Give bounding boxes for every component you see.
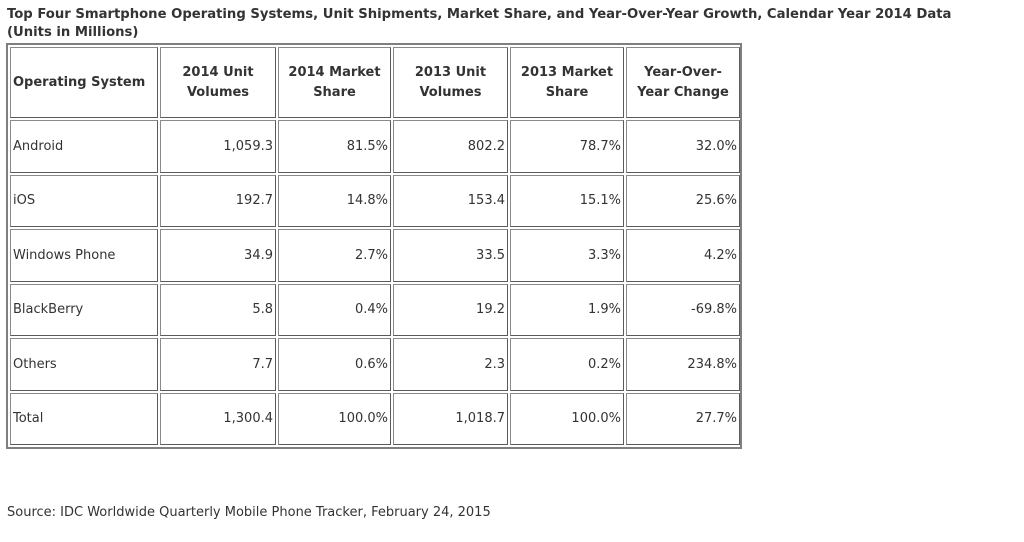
table-cell-os: Windows Phone	[10, 229, 158, 282]
table-row: Windows Phone 34.9 2.7% 33.5 3.3% 4.2%	[10, 229, 740, 282]
table-cell: 5.8	[160, 283, 276, 336]
column-header-2013-unit-volumes: 2013 Unit Volumes	[393, 47, 508, 118]
table-cell: 0.6%	[278, 338, 391, 391]
table-header-row: Operating System 2014 Unit Volumes 2014 …	[10, 47, 740, 118]
table-cell-os: Others	[10, 338, 158, 391]
table-cell: -69.8%	[626, 283, 740, 336]
source-note: Source: IDC Worldwide Quarterly Mobile P…	[7, 505, 491, 520]
table-cell-os: Total	[10, 392, 158, 445]
table-cell: 0.2%	[510, 338, 624, 391]
column-header-2014-market-share: 2014 Market Share	[278, 47, 391, 118]
table-cell: 33.5	[393, 229, 508, 282]
page-title: Top Four Smartphone Operating Systems, U…	[7, 7, 952, 40]
table-cell: 4.2%	[626, 229, 740, 282]
table-cell: 234.8%	[626, 338, 740, 391]
table-cell: 15.1%	[510, 174, 624, 227]
table-row: BlackBerry 5.8 0.4% 19.2 1.9% -69.8%	[10, 283, 740, 336]
table-cell: 34.9	[160, 229, 276, 282]
table-cell: 2.7%	[278, 229, 391, 282]
table-cell: 1.9%	[510, 283, 624, 336]
table-cell: 1,059.3	[160, 120, 276, 173]
table-cell: 2.3	[393, 338, 508, 391]
table-cell: 1,018.7	[393, 392, 508, 445]
table-cell: 25.6%	[626, 174, 740, 227]
table-row: Others 7.7 0.6% 2.3 0.2% 234.8%	[10, 338, 740, 391]
table-cell: 78.7%	[510, 120, 624, 173]
table-cell: 7.7	[160, 338, 276, 391]
table-cell: 81.5%	[278, 120, 391, 173]
table-row-total: Total 1,300.4 100.0% 1,018.7 100.0% 27.7…	[10, 392, 740, 445]
table-row: iOS 192.7 14.8% 153.4 15.1% 25.6%	[10, 174, 740, 227]
table-cell: 14.8%	[278, 174, 391, 227]
column-header-2013-market-share: 2013 Market Share	[510, 47, 624, 118]
column-header-year-over-year-change: Year-Over-Year Change	[626, 47, 740, 118]
table-cell: 1,300.4	[160, 392, 276, 445]
table-cell-os: iOS	[10, 174, 158, 227]
column-header-2014-unit-volumes: 2014 Unit Volumes	[160, 47, 276, 118]
table-cell-os: Android	[10, 120, 158, 173]
table-cell-os: BlackBerry	[10, 283, 158, 336]
table-cell: 153.4	[393, 174, 508, 227]
table-cell: 100.0%	[510, 392, 624, 445]
table-cell: 0.4%	[278, 283, 391, 336]
table-cell: 32.0%	[626, 120, 740, 173]
table-cell: 3.3%	[510, 229, 624, 282]
table-cell: 802.2	[393, 120, 508, 173]
table-cell: 100.0%	[278, 392, 391, 445]
column-header-operating-system: Operating System	[10, 47, 158, 118]
table-cell: 192.7	[160, 174, 276, 227]
shipments-table-container: Operating System 2014 Unit Volumes 2014 …	[6, 43, 742, 449]
shipments-table: Operating System 2014 Unit Volumes 2014 …	[8, 45, 742, 447]
table-cell: 27.7%	[626, 392, 740, 445]
table-row: Android 1,059.3 81.5% 802.2 78.7% 32.0%	[10, 120, 740, 173]
table-cell: 19.2	[393, 283, 508, 336]
